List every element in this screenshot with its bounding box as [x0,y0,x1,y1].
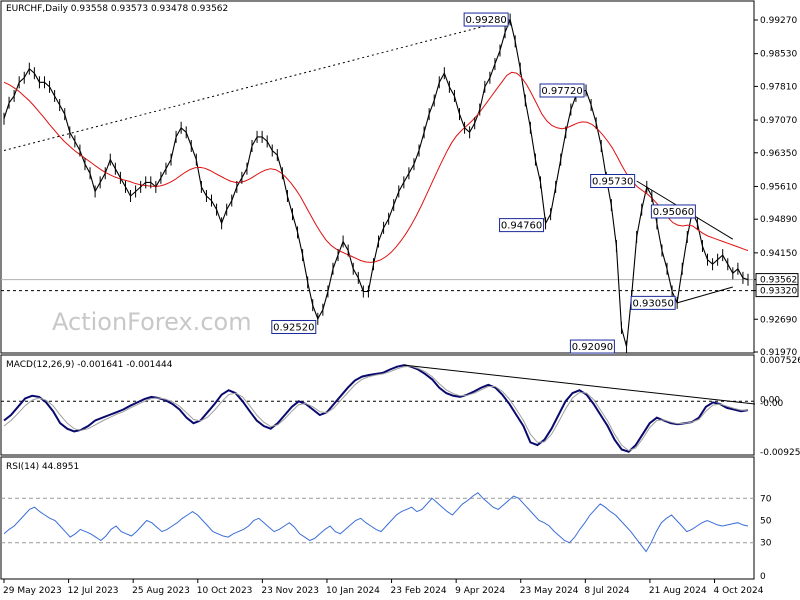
rsi-y-tick-label: 50 [760,517,772,527]
x-tick-label: 23 Nov 2023 [261,586,319,596]
rsi-y-tick-label: 30 [760,539,772,549]
macd-y-tick-label: -0.009252 [760,448,800,458]
trendline-2 [677,286,733,304]
annotation-label: 0.99280 [465,15,506,26]
macd-panel-frame [0,354,755,456]
rsi-layer [1,492,754,553]
annotation-label: 0.92090 [572,342,613,353]
axis-layer: 0.99270 0.98530 0.97810 0.97070 0.96350 0.956… [3,16,800,596]
price-panel-frame [0,0,755,354]
price-y-tick-label: 0.94150 [760,249,797,259]
series-signal-line [3,365,748,452]
x-tick-label: 10 Jan 2024 [326,586,380,596]
annotation-box [539,83,585,98]
x-tick-label: 4 Oct 2024 [714,586,764,596]
macd-y-tick-label: 0.007526 [760,356,800,366]
x-tick-label: 23 May 2024 [520,586,579,596]
series-macd-line [3,364,749,453]
rsi-y-tick-label: 0 [760,572,766,582]
trendline-0 [3,19,511,152]
annotation-box [271,319,317,334]
price-y-tick-label: 0.98530 [760,50,797,60]
x-tick-label: 10 Oct 2023 [197,586,253,596]
x-tick-label: 12 Jul 2023 [68,586,119,596]
price-y-tick-label: 0.99270 [760,16,797,26]
macd-y-tick-label: -0.00 [760,399,784,409]
x-tick-label: 29 May 2023 [3,586,62,596]
series-ma-line [3,71,749,263]
annotation-label: 0.97720 [541,86,582,97]
annotation-label: 0.93050 [632,298,673,309]
annotation-box [569,339,615,354]
annotation-box [650,204,696,219]
annotation-box [499,218,545,233]
annotation-0.95060: 0.95060 [650,204,696,219]
annotation-label: 0.94760 [501,221,542,232]
macd-y-tick-label: 0.00 [760,396,780,406]
price-y-tick-label: 0.97810 [760,82,797,92]
annotation-0.92090: 0.92090 [569,339,615,354]
price-label-box [755,284,799,298]
annotation-0.97720: 0.97720 [539,83,585,98]
rsi-panel-frame [0,456,755,580]
annotation-box [463,12,509,27]
x-tick-label: 21 Aug 2024 [649,586,707,596]
macd-panel-title: MACD(12,26,9) -0.001641 -0.001444 [6,360,173,370]
price-panel-title: EURCHF,Daily 0.93558 0.93573 0.93478 0.9… [6,4,228,14]
series-rsi-line [3,492,749,553]
x-tick-label: 25 Aug 2023 [132,586,190,596]
x-tick-label: 9 Apr 2024 [455,586,505,596]
series-price-line [3,17,749,347]
annotation-0.99280: 0.99280 [463,12,509,27]
price-layer: 0.99280 0.97720 0.95730 0.95060 0.94760 0.930… [1,12,754,354]
price-y-tick-label: 0.93320 [760,287,797,297]
x-tick-label: 8 Jul 2024 [584,586,629,596]
annotation-label: 0.95060 [653,207,694,218]
price-y-tick-label: 0.97070 [760,116,797,126]
rsi-y-tick-label: 70 [760,494,772,504]
annotation-0.95730: 0.95730 [590,173,636,188]
annotation-0.93050: 0.93050 [630,295,676,310]
price-y-tick-label: 0.93562 [760,276,797,286]
annotation-0.92520: 0.92520 [271,319,317,334]
price-y-tick-label: 0.94890 [760,215,797,225]
rsi-panel-title: RSI(14) 44.8951 [6,462,79,472]
annotation-box [630,295,676,310]
watermark: ActionForex.com [52,308,252,336]
x-tick-label: 23 Feb 2024 [391,586,447,596]
price-y-tick-label: 0.92690 [760,315,797,325]
macd-layer [1,364,756,453]
macd-trendline [404,364,756,405]
annotation-box [590,173,636,188]
annotation-label: 0.95730 [592,176,633,187]
price-y-tick-label: 0.96350 [760,149,797,159]
price-y-tick-label: 0.91970 [760,348,797,358]
annotation-0.94760: 0.94760 [499,218,545,233]
price-y-tick-label: 0.95610 [760,182,797,192]
annotation-label: 0.92520 [273,322,314,333]
